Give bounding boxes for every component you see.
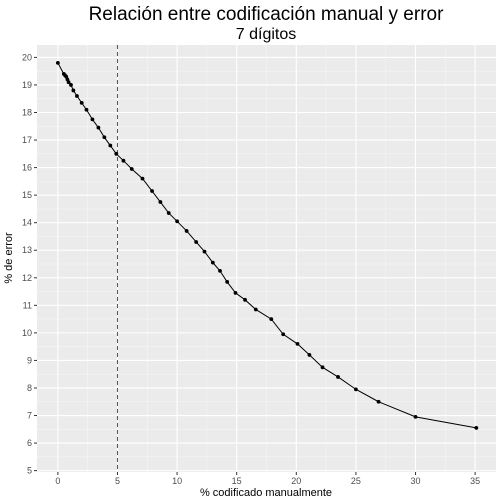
data-point <box>233 291 238 295</box>
y-tick-label: 6 <box>27 438 32 448</box>
data-point <box>307 353 312 357</box>
y-tick-label: 9 <box>27 355 32 365</box>
y-tick-label: 17 <box>22 135 32 145</box>
x-axis-title: % codificado manualmente <box>200 487 332 499</box>
y-tick-label: 7 <box>27 411 32 421</box>
data-point <box>108 143 113 148</box>
data-point <box>102 135 107 140</box>
x-tick-label: 35 <box>470 476 480 486</box>
data-point <box>376 399 381 404</box>
data-point <box>129 167 134 171</box>
y-axis-title: % de error <box>3 232 15 284</box>
data-point <box>79 100 84 105</box>
data-point <box>194 240 199 244</box>
y-tick-label: 5 <box>27 466 32 476</box>
data-point <box>75 94 79 98</box>
x-tick-label: 10 <box>172 476 182 486</box>
data-point <box>243 297 247 302</box>
x-tick-label: 5 <box>115 476 120 486</box>
chart-subtitle: 7 dígitos <box>236 26 296 43</box>
y-tick-label: 19 <box>22 80 32 90</box>
data-point <box>114 151 119 156</box>
data-point <box>413 415 418 419</box>
data-point <box>336 375 340 379</box>
data-point <box>71 88 76 93</box>
data-point <box>202 249 207 254</box>
data-point <box>84 107 89 112</box>
x-tick-label: 25 <box>351 476 361 486</box>
y-tick-label: 12 <box>22 273 32 283</box>
data-point <box>66 80 71 85</box>
y-tick-label: 8 <box>27 383 32 393</box>
x-tick-label: 15 <box>232 476 242 486</box>
data-point <box>225 280 230 284</box>
data-point <box>253 307 258 312</box>
data-point <box>184 229 189 233</box>
x-tick-label: 20 <box>291 476 301 486</box>
data-point <box>474 426 479 430</box>
minor-gridlines <box>37 45 496 472</box>
y-tick-label: 13 <box>22 245 32 255</box>
y-tick-label: 10 <box>22 328 32 338</box>
data-point <box>140 176 145 181</box>
y-tick-label: 14 <box>22 218 32 228</box>
chart-title: Relación entre codificación manual y err… <box>89 4 445 25</box>
data-point <box>218 268 222 273</box>
y-tick-label: 20 <box>22 52 32 62</box>
x-tick-label: 30 <box>411 476 421 486</box>
data-point <box>269 317 274 322</box>
axis-ticks: 0 5 10 15 20 25 30 35 5 6 7 8 9 10 11 12 13 14 15 16 17 18 19 2… <box>22 52 480 486</box>
series-group <box>55 61 479 430</box>
data-point <box>158 200 163 204</box>
data-point <box>166 211 171 215</box>
data-point <box>69 83 73 87</box>
data-point <box>354 387 358 392</box>
data-point <box>96 125 101 130</box>
data-point <box>295 342 300 346</box>
data-point <box>90 117 95 122</box>
y-tick-label: 15 <box>22 190 32 200</box>
data-point <box>55 61 60 65</box>
data-point <box>121 158 126 163</box>
data-point <box>150 189 154 193</box>
y-tick-label: 18 <box>22 107 32 117</box>
x-tick-label: 0 <box>55 476 60 486</box>
data-point <box>281 332 286 337</box>
data-point <box>210 260 215 265</box>
y-tick-label: 16 <box>22 163 32 173</box>
y-tick-label: 11 <box>23 300 32 310</box>
data-point <box>320 365 325 370</box>
data-point <box>175 219 179 224</box>
